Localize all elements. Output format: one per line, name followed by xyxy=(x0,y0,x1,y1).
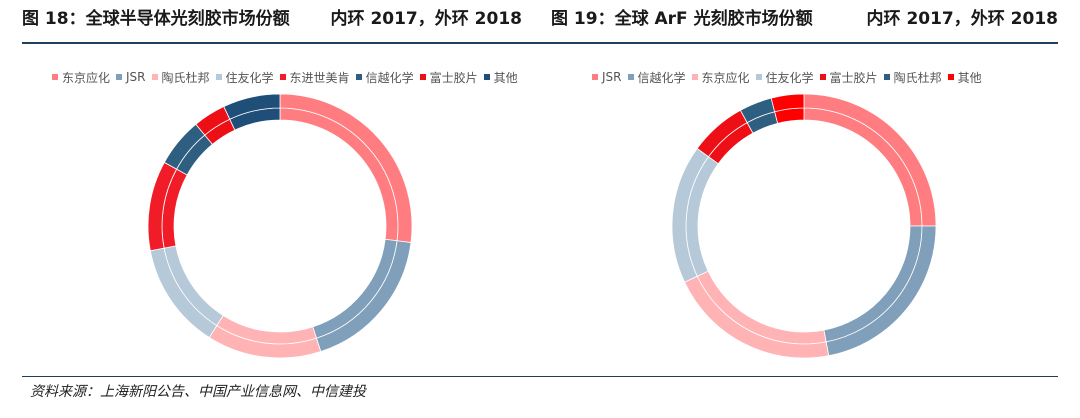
outer-ring-slice xyxy=(770,94,805,113)
legend-item: 陶氏杜邦 xyxy=(151,69,210,86)
header-divider xyxy=(22,42,1058,44)
figure-19-title: 图 19：全球 ArF 光刻胶市场份额 xyxy=(551,9,813,29)
legend-item: 富士胶片 xyxy=(419,69,478,86)
legend-label: 东进世美肯 xyxy=(289,70,350,85)
inner-ring-slice xyxy=(279,107,399,242)
legend-label: 富士胶片 xyxy=(429,70,478,85)
legend-swatch xyxy=(819,74,826,80)
legend-item: 信越化学 xyxy=(627,69,686,86)
legend-label: 陶氏杜邦 xyxy=(893,70,942,85)
source-note: 资料来源：上海新阳公告、中国产业信息网、中信建投 xyxy=(30,384,366,400)
legend-swatch xyxy=(627,74,634,80)
legend-label: 东京应化 xyxy=(62,70,111,85)
legend-item: 东京应化 xyxy=(52,69,110,86)
legend-item: 住友化学 xyxy=(215,69,274,86)
legend-item: JSR xyxy=(592,70,622,84)
figure-19-ring-note: 内环 2017，外环 2018 xyxy=(866,9,1058,29)
legend-label: 其他 xyxy=(957,70,982,85)
legend-item: JSR xyxy=(116,70,146,84)
legend-label: 住友化学 xyxy=(765,70,814,85)
legend-swatch xyxy=(355,74,362,80)
legend-label: 信越化学 xyxy=(637,70,686,85)
legend-swatch xyxy=(419,74,426,80)
legend-item: 陶氏杜邦 xyxy=(883,69,942,86)
legend-item: 其他 xyxy=(947,69,982,86)
legend-label: 陶氏杜邦 xyxy=(161,70,210,85)
legend-label: 富士胶片 xyxy=(829,70,878,85)
legend-swatch xyxy=(151,74,158,80)
figure-19-header: 图 19：全球 ArF 光刻胶市场份额 内环 2017，外环 2018 xyxy=(551,0,1058,38)
legend-item: 富士胶片 xyxy=(819,69,878,86)
figure-18-donut-chart xyxy=(148,94,412,358)
legend-label: JSR xyxy=(602,70,622,84)
legend-swatch xyxy=(279,74,286,80)
legend-label: 东京应化 xyxy=(701,70,750,85)
legend-swatch xyxy=(883,74,890,80)
legend-swatch xyxy=(691,74,698,80)
legend-swatch xyxy=(52,74,58,80)
legend-swatch xyxy=(116,74,123,80)
figure-18-title: 图 18：全球半导体光刻胶市场份额 xyxy=(22,9,290,29)
figure-19-legend: JSR 信越化学 东京应化 住友化学 富士胶片 陶氏杜邦 其他 xyxy=(592,66,988,88)
outer-ring-slice xyxy=(223,94,281,120)
legend-item: 东京应化 xyxy=(691,69,750,86)
legend-swatch xyxy=(755,74,762,80)
legend-item: 其他 xyxy=(483,69,518,86)
legend-item: 住友化学 xyxy=(755,69,814,86)
footer-divider xyxy=(22,376,1058,377)
legend-item: 信越化学 xyxy=(355,69,414,86)
inner-ring-slice xyxy=(803,107,923,227)
legend-label: 其他 xyxy=(493,70,518,85)
figure-18-ring-note: 内环 2017，外环 2018 xyxy=(330,9,522,29)
figure-18-legend: 东京应化 JSR 陶氏杜邦 住友化学 东进世美肯 信越化学 富士胶片 其他 xyxy=(52,66,524,88)
legend-swatch xyxy=(947,74,954,80)
legend-label: JSR xyxy=(126,70,146,84)
figure-18-header: 图 18：全球半导体光刻胶市场份额 内环 2017，外环 2018 xyxy=(22,0,522,38)
figure-19-donut-chart xyxy=(672,94,936,358)
legend-swatch xyxy=(592,74,598,80)
legend-label: 住友化学 xyxy=(225,70,274,85)
legend-item: 东进世美肯 xyxy=(279,69,350,86)
legend-swatch xyxy=(483,74,490,80)
legend-label: 信越化学 xyxy=(365,70,414,85)
legend-swatch xyxy=(215,74,222,80)
